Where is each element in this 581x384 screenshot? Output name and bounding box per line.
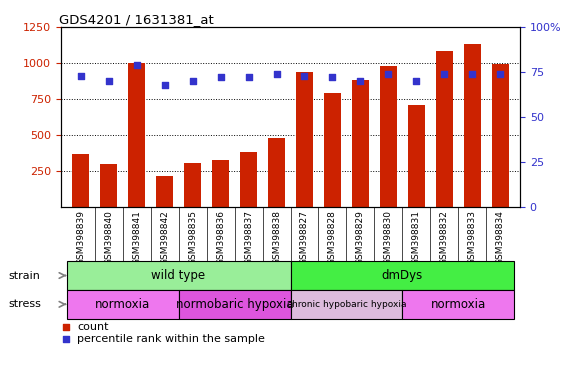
Text: normoxia: normoxia xyxy=(431,298,486,311)
Point xyxy=(384,71,393,77)
Bar xyxy=(380,66,397,207)
Text: GSM398831: GSM398831 xyxy=(412,210,421,265)
Text: GSM398837: GSM398837 xyxy=(244,210,253,265)
Text: stress: stress xyxy=(9,299,42,310)
Point xyxy=(468,71,477,77)
Text: GSM398835: GSM398835 xyxy=(188,210,197,265)
Text: GDS4201 / 1631381_at: GDS4201 / 1631381_at xyxy=(59,13,213,26)
Text: GSM398828: GSM398828 xyxy=(328,210,337,265)
Bar xyxy=(464,44,481,207)
Text: GSM398832: GSM398832 xyxy=(440,210,449,265)
Point xyxy=(356,78,365,84)
Point xyxy=(216,74,225,81)
Bar xyxy=(324,93,341,207)
Text: percentile rank within the sample: percentile rank within the sample xyxy=(77,334,265,344)
Bar xyxy=(403,290,514,319)
Bar xyxy=(240,152,257,207)
Point xyxy=(328,268,337,274)
Bar xyxy=(128,63,145,207)
Bar xyxy=(184,162,201,207)
Bar xyxy=(408,105,425,207)
Bar xyxy=(72,154,89,207)
Point xyxy=(244,74,253,81)
Bar xyxy=(156,176,173,207)
Point xyxy=(272,71,281,77)
Point xyxy=(76,73,85,79)
Text: GSM398838: GSM398838 xyxy=(272,210,281,265)
Text: GSM398830: GSM398830 xyxy=(384,210,393,265)
Point xyxy=(160,81,169,88)
Point xyxy=(132,62,141,68)
Text: chronic hypobaric hypoxia: chronic hypobaric hypoxia xyxy=(287,300,406,309)
Bar xyxy=(268,138,285,207)
Bar xyxy=(212,160,229,207)
Text: count: count xyxy=(77,322,109,332)
Point xyxy=(440,71,449,77)
Text: GSM398829: GSM398829 xyxy=(356,210,365,265)
Point xyxy=(328,74,337,81)
Text: GSM398841: GSM398841 xyxy=(132,210,141,265)
Bar xyxy=(436,51,453,207)
Point xyxy=(300,73,309,79)
Bar xyxy=(296,72,313,207)
Point xyxy=(496,71,505,77)
Text: strain: strain xyxy=(9,270,41,281)
Text: GSM398836: GSM398836 xyxy=(216,210,225,265)
Text: dmDys: dmDys xyxy=(382,269,423,282)
Bar xyxy=(67,261,290,290)
Text: normoxia: normoxia xyxy=(95,298,150,311)
Bar xyxy=(290,290,403,319)
Text: GSM398839: GSM398839 xyxy=(76,210,85,265)
Point xyxy=(188,78,197,84)
Text: GSM398842: GSM398842 xyxy=(160,210,169,265)
Bar xyxy=(178,290,290,319)
Bar xyxy=(100,164,117,207)
Text: GSM398840: GSM398840 xyxy=(104,210,113,265)
Text: wild type: wild type xyxy=(152,269,206,282)
Text: GSM398833: GSM398833 xyxy=(468,210,477,265)
Bar xyxy=(352,80,369,207)
Text: normobaric hypoxia: normobaric hypoxia xyxy=(175,298,293,311)
Text: GSM398827: GSM398827 xyxy=(300,210,309,265)
Text: GSM398834: GSM398834 xyxy=(496,210,505,265)
Point xyxy=(104,78,113,84)
Bar xyxy=(290,261,514,290)
Bar xyxy=(492,65,509,207)
Bar xyxy=(67,290,178,319)
Point xyxy=(412,78,421,84)
Point xyxy=(328,158,337,164)
